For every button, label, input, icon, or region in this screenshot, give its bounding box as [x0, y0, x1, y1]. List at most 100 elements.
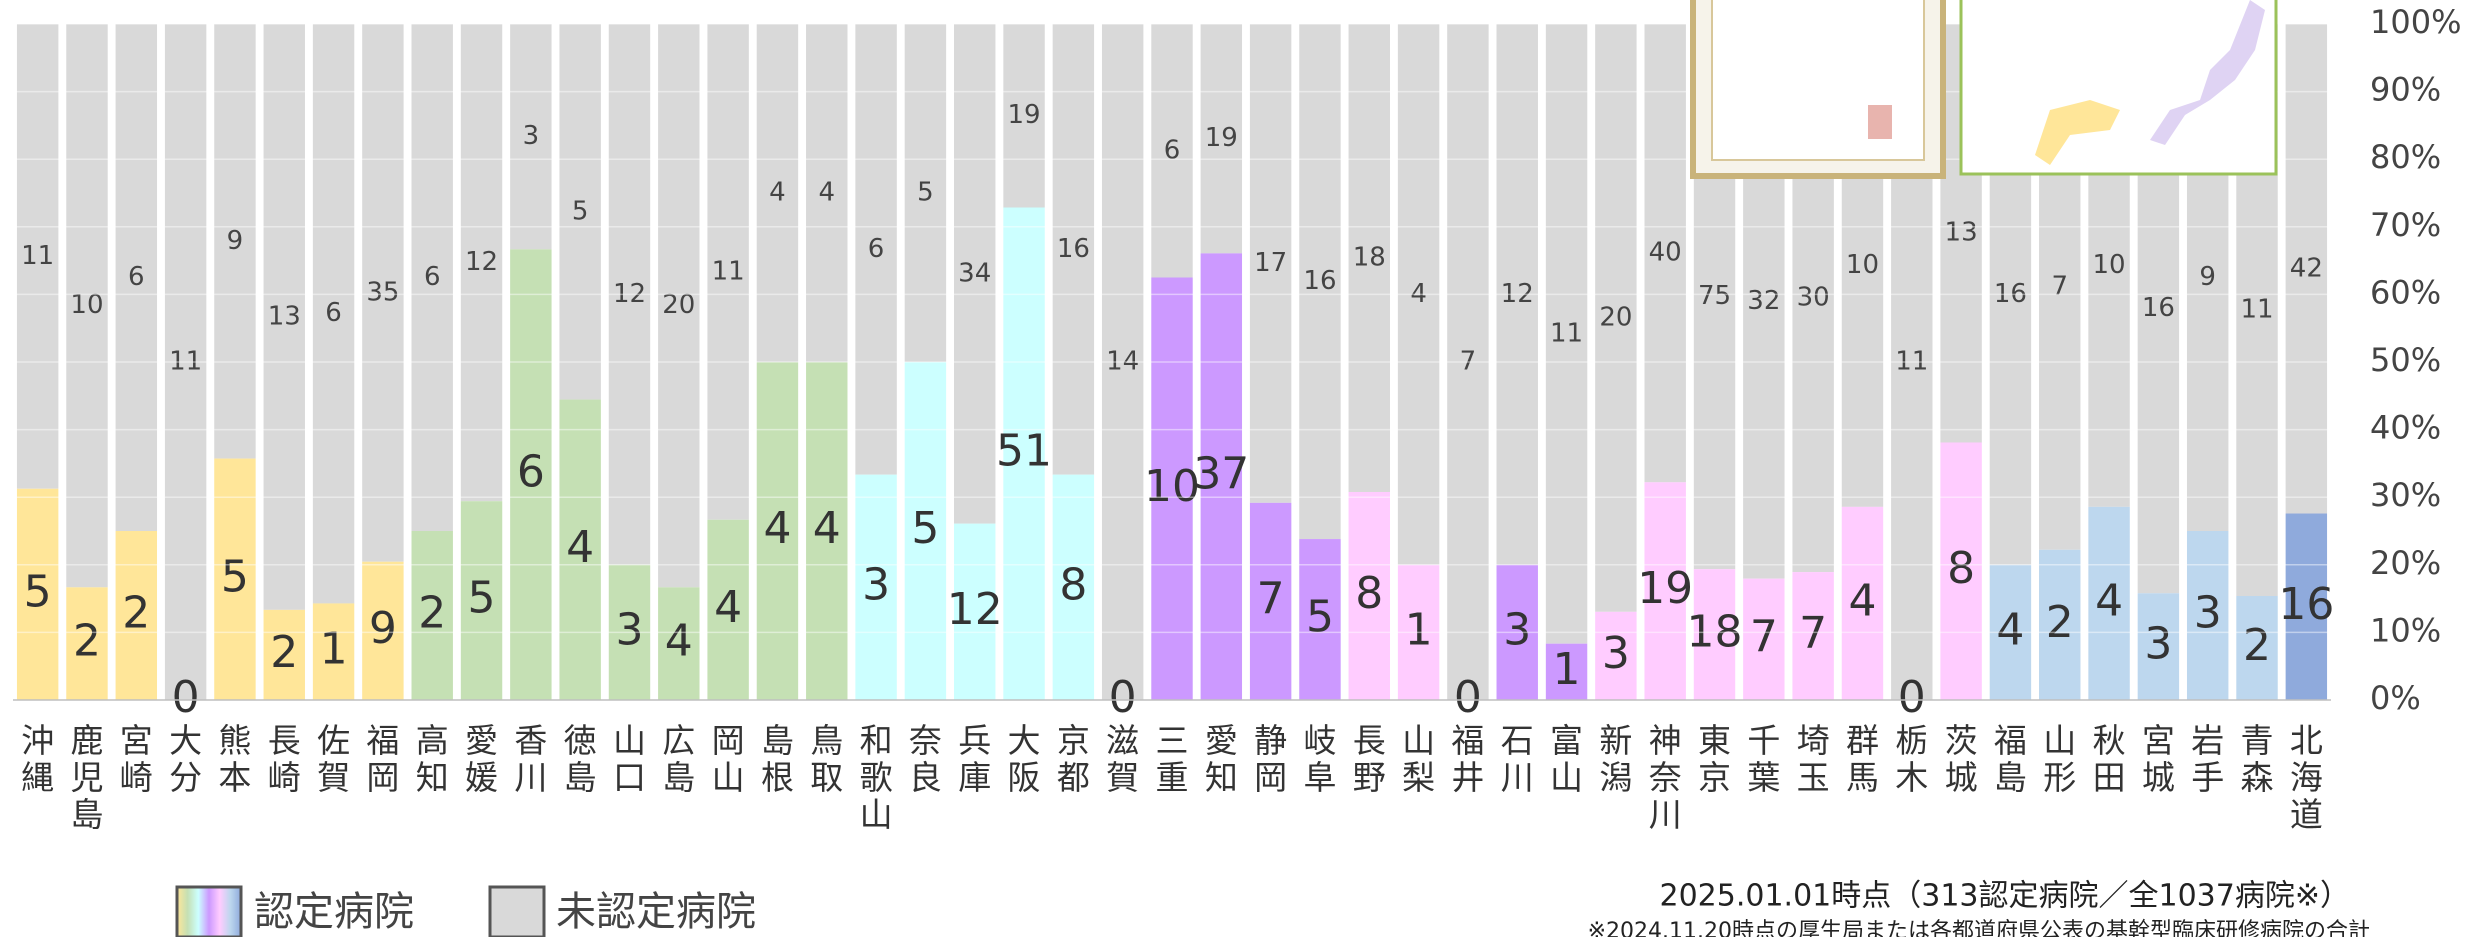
- x-tick-label: 埼玉: [1797, 721, 1830, 797]
- data-label: 2: [2046, 597, 2074, 648]
- x-tick-label: 岡山: [712, 721, 745, 797]
- data-label: 13: [1945, 218, 1978, 248]
- x-tick-label: 岐阜: [1303, 721, 1336, 797]
- x-tick-label: 和歌山: [860, 721, 893, 834]
- data-label: 5: [24, 566, 52, 617]
- data-label: 8: [1947, 543, 1975, 594]
- data-label: 5: [911, 503, 939, 554]
- x-tick-label: 佐賀: [317, 721, 350, 797]
- data-label: 4: [763, 503, 791, 554]
- data-label: 40: [1649, 238, 1682, 268]
- data-label: 18: [1353, 243, 1386, 273]
- data-label: 0: [1109, 672, 1137, 723]
- data-label: 6: [517, 447, 545, 498]
- data-label: 3: [2194, 588, 2222, 639]
- map-image: [1961, 0, 2276, 174]
- legend-label: 認定病院: [254, 889, 414, 935]
- x-tick-label: 長崎: [268, 721, 301, 797]
- x-tick-label: 島根: [761, 721, 794, 797]
- x-tick-label: 福島: [1994, 721, 2027, 797]
- data-label: 5: [917, 178, 934, 208]
- data-label: 0: [172, 672, 200, 723]
- data-label: 11: [1550, 318, 1583, 348]
- x-tick-label: 石川: [1501, 721, 1534, 797]
- data-label: 35: [366, 277, 399, 307]
- data-label: 7: [1257, 573, 1285, 624]
- x-tick-label: 福岡: [366, 721, 399, 797]
- x-tick-label: 広島: [662, 721, 695, 797]
- legend-label: 未認定病院: [556, 889, 756, 935]
- data-label: 30: [1797, 283, 1830, 313]
- x-tick-label: 沖縄: [21, 721, 54, 797]
- data-label: 4: [1996, 604, 2024, 655]
- x-tick-label: 三重: [1156, 721, 1189, 797]
- data-label: 3: [1602, 628, 1630, 679]
- data-label: 16: [1303, 266, 1336, 296]
- y-tick-label: 20%: [2370, 544, 2441, 582]
- footnote: 2025.01.01時点（313認定病院／全1037病院※）: [1659, 879, 2350, 914]
- chart: 0%10%20%30%40%50%60%70%80%90%100%115沖縄10…: [0, 0, 2478, 937]
- data-label: 5: [1306, 592, 1334, 643]
- y-tick-label: 30%: [2370, 476, 2441, 514]
- data-label: 2: [418, 588, 446, 639]
- x-tick-label: 熊本: [218, 721, 251, 797]
- data-label: 3: [523, 121, 540, 151]
- y-tick-label: 90%: [2370, 71, 2441, 109]
- x-tick-label: 滋賀: [1106, 721, 1139, 797]
- x-tick-label: 京都: [1057, 721, 1090, 797]
- y-tick-label: 70%: [2370, 206, 2441, 244]
- y-tick-label: 0%: [2370, 679, 2421, 717]
- data-label: 11: [712, 256, 745, 286]
- data-label: 75: [1698, 281, 1731, 311]
- x-tick-label: 愛媛: [465, 721, 498, 797]
- x-tick-label: 北海道: [2290, 721, 2323, 834]
- x-tick-label: 宮城: [2142, 721, 2175, 797]
- data-label: 16: [2278, 579, 2334, 630]
- data-label: 19: [1637, 563, 1693, 614]
- x-tick-label: 秋田: [2093, 721, 2126, 797]
- data-label: 0: [1454, 672, 1482, 723]
- x-tick-label: 宮崎: [120, 721, 153, 797]
- data-label: 9: [2199, 262, 2216, 292]
- data-label: 10: [2093, 250, 2126, 280]
- x-tick-label: 山梨: [1402, 721, 1435, 797]
- data-label: 1: [1405, 604, 1433, 655]
- x-tick-label: 富山: [1550, 721, 1583, 797]
- y-tick-label: 10%: [2370, 611, 2441, 649]
- x-tick-label: 山口: [613, 721, 646, 797]
- data-label: 5: [468, 573, 496, 624]
- data-label: 3: [2144, 619, 2172, 670]
- x-tick-label: 千葉: [1747, 721, 1780, 797]
- data-label: 4: [665, 616, 693, 667]
- data-label: 2: [122, 588, 150, 639]
- data-label: 8: [1059, 559, 1087, 610]
- y-tick-label: 60%: [2370, 273, 2441, 311]
- x-tick-label: 栃木: [1895, 721, 1928, 797]
- x-tick-label: 長野: [1353, 721, 1386, 797]
- data-label: 7: [1750, 611, 1778, 662]
- data-label: 0: [1898, 672, 1926, 723]
- x-tick-label: 愛知: [1205, 721, 1238, 797]
- x-tick-label: 奈良: [909, 721, 942, 797]
- certificate-seal: [1868, 105, 1892, 139]
- data-label: 2: [73, 616, 101, 667]
- data-label: 6: [325, 298, 342, 328]
- data-label: 16: [2142, 293, 2175, 323]
- data-label: 6: [424, 262, 441, 292]
- data-label: 13: [268, 301, 301, 331]
- data-label: 4: [2095, 575, 2123, 626]
- data-label: 10: [1846, 250, 1879, 280]
- data-label: 34: [958, 258, 991, 288]
- data-label: 42: [2290, 253, 2323, 283]
- data-label: 6: [1164, 135, 1181, 165]
- x-tick-label: 青森: [2241, 721, 2274, 797]
- footnote: ※2024.11.20時点の厚生局または各都道府県公表の基幹型臨床研修病院の合計: [1588, 919, 2370, 937]
- data-label: 5: [572, 196, 589, 226]
- data-label: 4: [714, 582, 742, 633]
- x-tick-label: 神奈川: [1649, 721, 1682, 834]
- data-label: 32: [1747, 286, 1780, 316]
- data-label: 3: [615, 604, 643, 655]
- data-label: 11: [21, 241, 54, 271]
- data-label: 20: [1599, 302, 1632, 332]
- data-label: 8: [1355, 568, 1383, 619]
